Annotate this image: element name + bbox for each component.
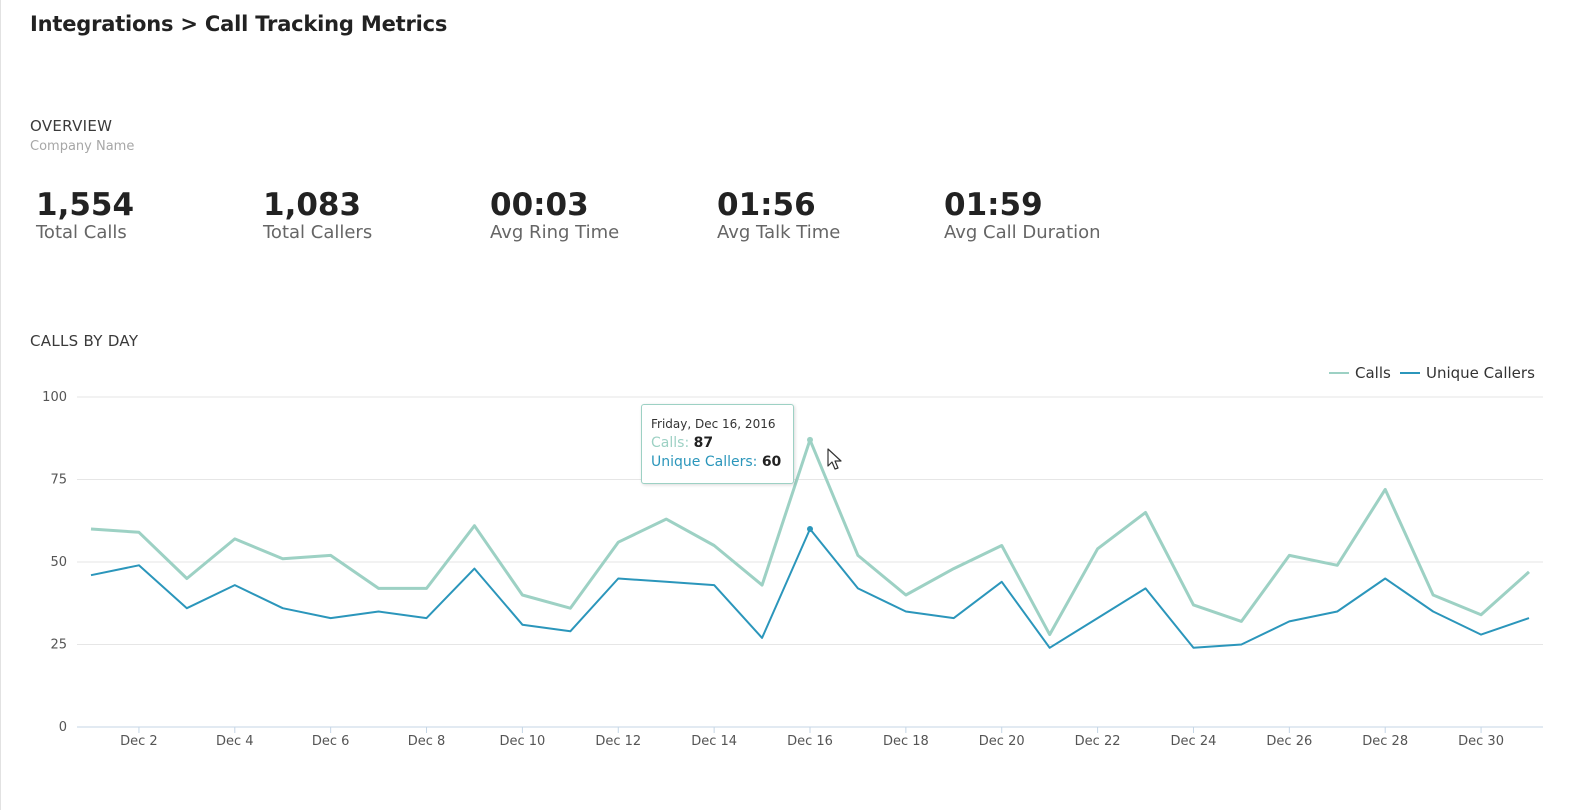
chart-tooltip: Friday, Dec 16, 2016 Calls: 87 Unique Ca… <box>641 404 794 484</box>
chart-series <box>90 436 1531 649</box>
legend-item-label: Unique Callers <box>1426 364 1535 382</box>
x-tick-label: Dec 8 <box>408 734 446 749</box>
y-tick-label: 75 <box>50 473 67 488</box>
page-title: Integrations > Call Tracking Metrics <box>30 12 448 36</box>
legend-item-label: Calls <box>1355 364 1391 382</box>
unique-callers-series-line <box>90 528 1530 649</box>
y-tick-label: 25 <box>50 638 67 653</box>
stat-total-callers: 1,083 Total Callers <box>263 186 372 244</box>
tooltip-unique-row: Unique Callers: 60 <box>651 454 782 470</box>
x-tick-label: Dec 26 <box>1266 734 1312 749</box>
x-axis: Dec 2 Dec 4 Dec 6 Dec 8 Dec 10 Dec 12 Dec 14 De… <box>120 727 1504 749</box>
tooltip-date: Friday, Dec 16, 2016 <box>651 417 776 431</box>
calls-by-day-chart: 0 25 50 75 100 Dec 2 Dec 4 Dec 6 Dec 8 Dec 10 Dec… <box>0 355 1570 775</box>
mouse-cursor-icon <box>827 448 843 476</box>
y-tick-label: 0 <box>59 720 67 735</box>
tooltip-calls-value: 87 <box>693 435 714 451</box>
overview-heading: OVERVIEW <box>30 117 113 135</box>
page-left-border <box>0 0 1 810</box>
tooltip-calls-row: Calls: 87 <box>651 435 714 451</box>
x-tick-label: Dec 22 <box>1075 734 1121 749</box>
y-tick-label: 50 <box>50 555 67 570</box>
x-tick-label: Dec 30 <box>1458 734 1504 749</box>
y-tick-label: 100 <box>42 390 67 405</box>
x-tick-label: Dec 2 <box>120 734 158 749</box>
stat-avg-ring-time: 00:03 Avg Ring Time <box>490 186 619 244</box>
x-tick-label: Dec 28 <box>1362 734 1408 749</box>
stat-value: 1,554 <box>36 187 135 223</box>
stat-avg-talk-time: 01:56 Avg Talk Time <box>717 186 840 244</box>
stat-value: 01:59 <box>944 187 1043 223</box>
stat-label: Total Calls <box>36 222 127 243</box>
x-tick-label: Dec 4 <box>216 734 254 749</box>
x-tick-label: Dec 18 <box>883 734 929 749</box>
chart-legend: Calls Unique Callers <box>1329 364 1535 382</box>
tooltip-unique-label: Unique Callers <box>651 454 753 470</box>
y-axis-ticks: 0 25 50 75 100 <box>42 390 67 735</box>
calls-by-day-heading: CALLS BY DAY <box>30 332 139 350</box>
calls-highlight-point <box>807 436 813 443</box>
x-tick-label: Dec 14 <box>691 734 737 749</box>
x-tick-label: Dec 6 <box>312 734 350 749</box>
stat-value: 1,083 <box>263 187 362 223</box>
stat-value: 00:03 <box>490 187 589 223</box>
stat-label: Total Callers <box>263 222 373 243</box>
x-tick-label: Dec 16 <box>787 734 833 749</box>
stat-avg-call-duration: 01:59 Avg Call Duration <box>944 186 1101 244</box>
tooltip-calls-label: Calls <box>651 435 685 451</box>
x-tick-label: Dec 20 <box>979 734 1025 749</box>
stat-label: Avg Call Duration <box>944 222 1101 243</box>
stat-label: Avg Ring Time <box>490 222 620 243</box>
stat-label: Avg Talk Time <box>717 222 841 243</box>
stat-total-calls: 1,554 Total Calls <box>36 186 134 244</box>
x-tick-label: Dec 24 <box>1171 734 1217 749</box>
x-tick-label: Dec 10 <box>499 734 545 749</box>
x-tick-label: Dec 12 <box>595 734 641 749</box>
unique-callers-highlight-point <box>807 526 813 532</box>
company-name: Company Name <box>30 139 135 154</box>
stat-value: 01:56 <box>717 187 816 223</box>
calls-series-line <box>90 438 1531 637</box>
overview-stats: 1,554 Total Calls 1,083 Total Callers 00… <box>0 186 1200 256</box>
tooltip-unique-value: 60 <box>761 454 782 470</box>
